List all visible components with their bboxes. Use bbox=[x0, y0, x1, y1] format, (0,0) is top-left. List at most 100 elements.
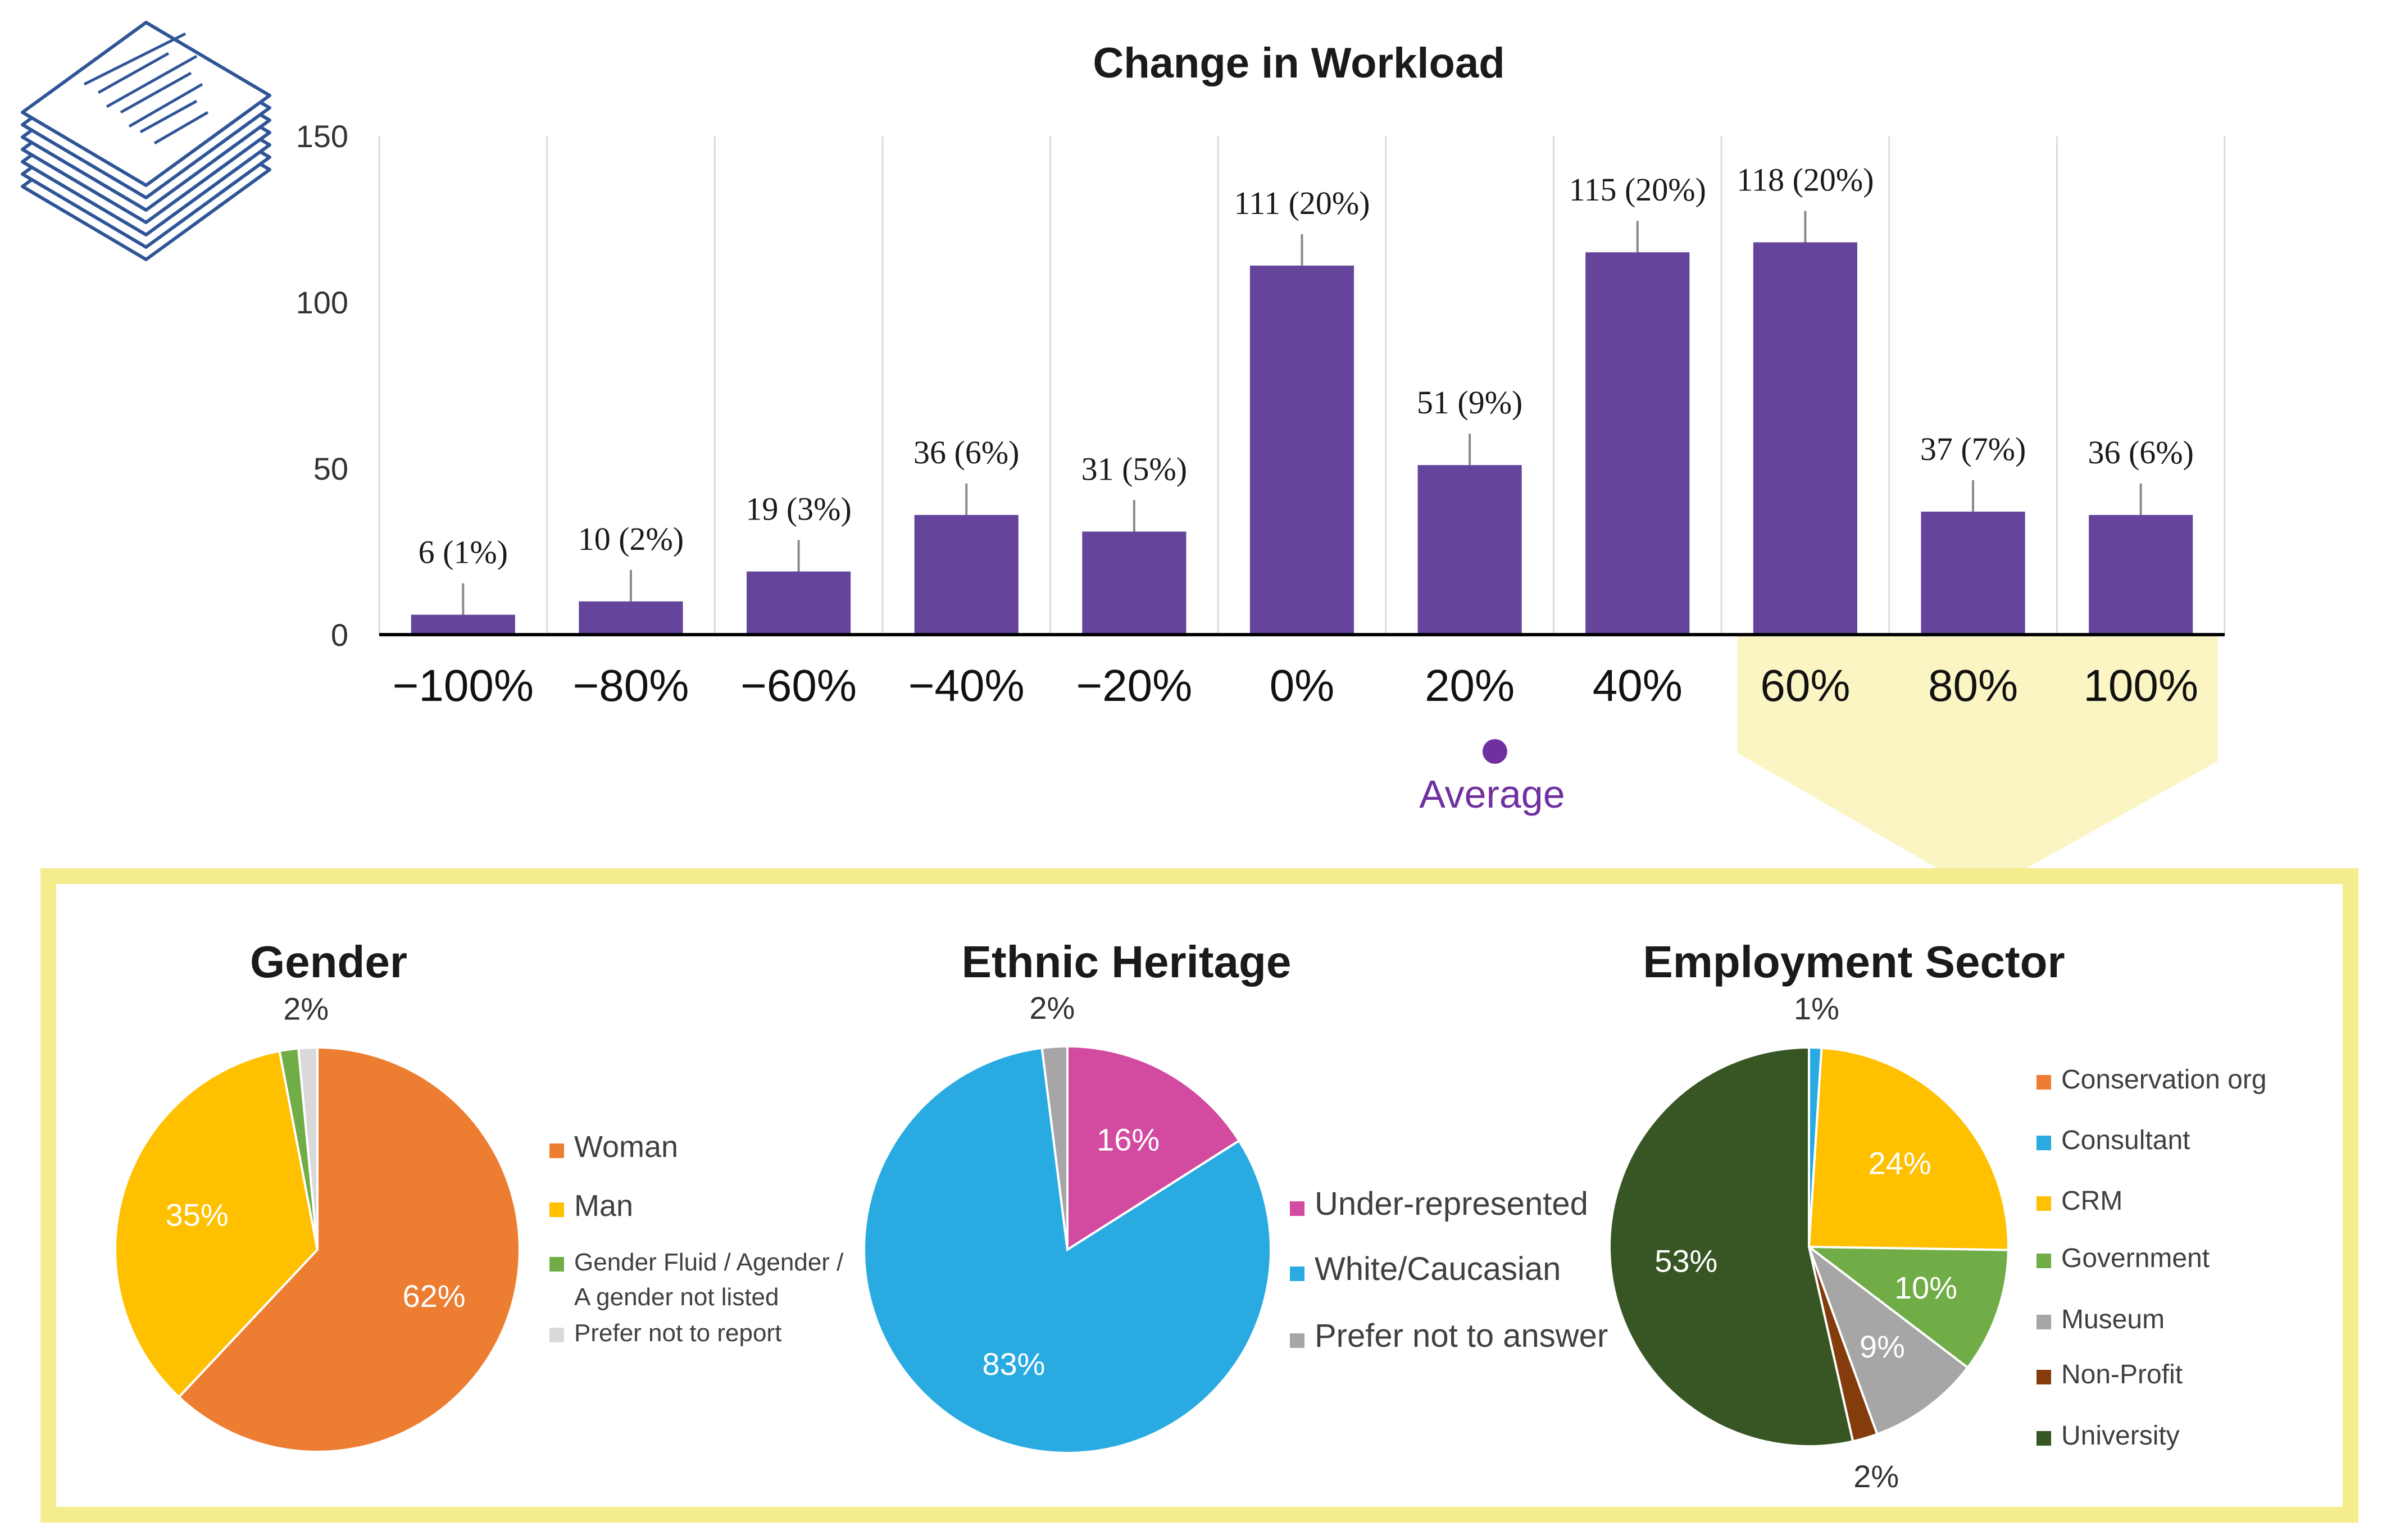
bar-data-label: 36 (6%) bbox=[913, 434, 1019, 471]
bar bbox=[1417, 465, 1522, 635]
bar-data-label: 31 (5%) bbox=[1081, 450, 1187, 487]
workload-bar-chart: Change in Workload 0 50 100 150 6 (1%) 10 (2… bbox=[296, 39, 2226, 816]
y-axis-ticks: 0 50 100 150 bbox=[296, 119, 348, 653]
pie-data-label: 1% bbox=[1794, 991, 1839, 1026]
doc-text-line bbox=[120, 71, 192, 114]
legend-swatch bbox=[2036, 1431, 2051, 1446]
x-tick-label: 100% bbox=[2083, 660, 2198, 710]
bar-data-label: 6 (1%) bbox=[419, 534, 508, 570]
y-tick-label: 150 bbox=[296, 119, 348, 154]
x-tick-label: −80% bbox=[573, 660, 689, 710]
pie-data-label: 2% bbox=[1853, 1459, 1899, 1494]
bar-data-label: 115 (20%) bbox=[1569, 171, 1706, 208]
bar-data-label: 36 (6%) bbox=[2088, 434, 2193, 471]
doc-text-line bbox=[153, 111, 209, 145]
pie-slice bbox=[1040, 1045, 1069, 1250]
pie-slice bbox=[1805, 1245, 2010, 1369]
x-tick-label: 60% bbox=[1760, 660, 1850, 710]
doc-text-line bbox=[97, 52, 170, 94]
pie-charts: Gender 62% 35% 2% Woman Man Gender Fluid / Age… bbox=[114, 937, 2267, 1494]
legend-label: Prefer not to answer bbox=[1315, 1318, 1608, 1354]
legend-label: University bbox=[2061, 1421, 2180, 1451]
legend-label: Woman bbox=[574, 1130, 678, 1164]
demographics-panel bbox=[40, 868, 2358, 1523]
doc-sheet bbox=[21, 21, 271, 187]
x-tick-label: 0% bbox=[1270, 660, 1335, 710]
x-tick-label: −100% bbox=[393, 660, 534, 710]
y-tick-label: 100 bbox=[296, 285, 348, 320]
pie-legend: Woman Man Gender Fluid / Agender / A gender… bbox=[549, 1130, 844, 1347]
pie-slice bbox=[297, 1046, 319, 1250]
legend-label: CRM bbox=[2061, 1186, 2122, 1216]
pie-employment-sector: Employment Sector 1% 24% 10% 9% 2% 53% Conserva… bbox=[1608, 937, 2267, 1494]
pie-data-label: 2% bbox=[1029, 990, 1075, 1026]
bar-data-label: 37 (7%) bbox=[1920, 431, 2026, 467]
x-tick-label: −40% bbox=[908, 660, 1025, 710]
doc-text-line bbox=[128, 83, 203, 128]
bar bbox=[914, 514, 1019, 635]
pie-slice bbox=[1066, 1045, 1241, 1252]
pie-data-label: 9% bbox=[1860, 1329, 1905, 1364]
legend-label: Under-represented bbox=[1315, 1186, 1588, 1222]
bar bbox=[1753, 242, 1857, 635]
pie-title: Employment Sector bbox=[1643, 937, 2065, 987]
average-label: Average bbox=[1419, 772, 1565, 816]
legend-swatch bbox=[2036, 1136, 2051, 1150]
x-tick-label: 40% bbox=[1593, 660, 1683, 710]
pie-slice bbox=[177, 1046, 521, 1453]
legend-label: Museum bbox=[2061, 1305, 2165, 1334]
legend-swatch bbox=[1290, 1266, 1304, 1281]
bar bbox=[1249, 265, 1354, 635]
pie-gender: Gender 62% 35% 2% Woman Man Gender Fluid / Age… bbox=[114, 937, 844, 1453]
pie-slice bbox=[1806, 1243, 1970, 1436]
pie-data-label: 62% bbox=[402, 1278, 465, 1314]
bar bbox=[1082, 531, 1187, 635]
legend-swatch bbox=[2036, 1196, 2051, 1211]
pie-data-label: 24% bbox=[1869, 1146, 1931, 1181]
pie-data-label: 53% bbox=[1654, 1243, 1717, 1278]
legend-label: A gender not listed bbox=[574, 1283, 779, 1311]
legend-swatch bbox=[1290, 1333, 1304, 1348]
pie-data-label: 2% bbox=[283, 991, 329, 1026]
pie-ethnic-heritage: Ethnic Heritage 16% 83% 2% Under-represented… bbox=[863, 937, 1608, 1454]
legend-label: Government bbox=[2061, 1243, 2210, 1273]
legend-label: Man bbox=[574, 1189, 633, 1223]
bar-data-label: 10 (2%) bbox=[578, 521, 684, 557]
pie-legend: Conservation org Consultant CRM Government M… bbox=[2036, 1065, 2267, 1451]
x-tick-label: 20% bbox=[1425, 660, 1515, 710]
legend-label: Gender Fluid / Agender / bbox=[574, 1249, 844, 1276]
y-tick-label: 0 bbox=[331, 617, 348, 653]
pie-slice bbox=[863, 1046, 1272, 1454]
pie-data-label: 35% bbox=[166, 1197, 229, 1233]
bar-chart-title: Change in Workload bbox=[1093, 39, 1504, 87]
bar bbox=[2089, 514, 2193, 635]
legend-swatch bbox=[549, 1328, 564, 1342]
bar-marks: 6 (1%) 10 (2%) 19 (3%) 36 (6%) 31 (5%) 111 (2… bbox=[411, 161, 2194, 635]
bar bbox=[1585, 252, 1690, 635]
pie-data-label: 10% bbox=[1894, 1270, 1957, 1305]
legend-swatch bbox=[2036, 1254, 2051, 1268]
x-tick-label: −20% bbox=[1076, 660, 1192, 710]
legend-swatch bbox=[549, 1257, 564, 1272]
pie-legend: Under-represented White/Caucasian Prefer n… bbox=[1290, 1186, 1608, 1354]
pie-slice bbox=[1807, 1046, 2010, 1251]
legend-label: Conservation org bbox=[2061, 1065, 2267, 1095]
legend-label: Prefer not to report bbox=[574, 1319, 781, 1347]
y-tick-label: 50 bbox=[313, 451, 348, 486]
x-tick-label: −60% bbox=[740, 660, 857, 710]
pie-data-label: 16% bbox=[1097, 1122, 1160, 1157]
doc-text-line bbox=[139, 99, 198, 134]
legend-swatch bbox=[2036, 1075, 2051, 1090]
doc-text-line bbox=[83, 32, 187, 86]
average-marker bbox=[1482, 739, 1507, 764]
legend-swatch bbox=[549, 1143, 564, 1158]
legend-swatch bbox=[2036, 1370, 2051, 1384]
legend-swatch bbox=[1290, 1201, 1304, 1216]
bar-grid bbox=[378, 136, 2226, 635]
bar bbox=[411, 614, 515, 635]
bar bbox=[579, 601, 683, 635]
legend-swatch bbox=[549, 1202, 564, 1217]
bar bbox=[1921, 511, 2025, 635]
legend-label: White/Caucasian bbox=[1315, 1251, 1561, 1287]
